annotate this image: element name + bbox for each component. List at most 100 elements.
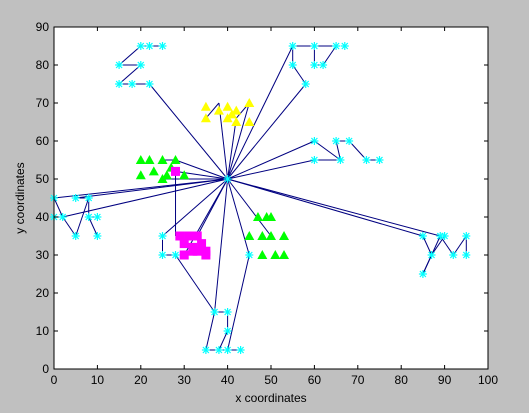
sensor-node-point [115,61,124,69]
links-layer [53,45,467,351]
link-line [218,102,229,180]
x-tick-label: 100 [478,373,498,387]
cluster-point [161,170,172,180]
link-line [183,178,229,256]
cluster-point [135,155,146,164]
sensor-node-point [310,42,319,50]
sensor-node-point [462,232,471,240]
sensor-node-point [418,232,427,240]
sensor-node-point [71,232,80,240]
cluster-point [135,170,146,180]
link-line [348,140,367,161]
y-tick-label: 30 [36,248,50,262]
sensor-node-point [136,42,145,50]
link-line [227,178,272,237]
cluster-point [192,231,202,241]
link-line [88,216,98,237]
sensor-node-point [449,251,458,259]
y-tick-label: 10 [36,324,50,338]
cluster-point [252,212,263,221]
sensor-node-point [245,251,254,259]
sensor-node-point [84,213,93,221]
x-tick-label: 0 [51,373,58,387]
link-line [175,159,228,180]
cluster-point [179,170,190,180]
sensor-node-point [310,156,319,164]
link-line [214,178,229,313]
cluster-point [184,231,194,241]
x-tick-label: 40 [221,373,235,387]
link-line [322,45,337,66]
sensor-node-point [223,327,232,335]
sensor-node-point [158,42,167,50]
sensor-node-point [319,61,328,69]
link-line [62,178,228,218]
cluster-point [279,250,290,259]
sensor-node-point [301,80,310,88]
sensor-node-point [418,270,427,278]
link-line [227,83,307,180]
cluster-point [270,250,281,259]
x-tick-label: 80 [395,373,409,387]
link-line [227,140,315,180]
cluster-point [213,105,224,115]
cluster-point [266,212,276,221]
link-line [314,140,341,161]
link-line [53,178,228,199]
y-axis-label: y coordinates [13,162,27,233]
link-line [335,140,341,161]
cluster-point [244,98,255,107]
sensor-node-point [158,251,167,259]
sensor-node-point [310,61,319,69]
sensor-node-point [462,251,471,259]
cluster-point [157,174,168,183]
y-tick-label: 40 [36,210,50,224]
sensor-node-point [336,156,345,164]
cluster-point [222,101,233,111]
y-tick-label: 60 [36,134,50,148]
sensor-node-point [210,308,219,316]
x-tick-label: 30 [178,373,192,387]
link-line [227,45,294,180]
link-line [205,102,220,119]
link-line [175,254,215,313]
link-line [227,254,250,351]
sensor-node-point [375,156,384,164]
cluster-point [231,105,242,115]
x-axis-label: x coordinates [235,391,306,405]
link-line [439,235,454,256]
link-line [162,178,228,237]
x-tick-label: 60 [308,373,322,387]
sensor-node-point [158,232,167,240]
link-line [227,178,250,256]
link-line [149,83,228,180]
sensor-node-point [310,137,319,145]
link-line [118,45,142,66]
cluster-point [175,231,185,241]
cluster-point [244,117,255,126]
x-tick-label: 20 [134,373,148,387]
cluster-point [179,239,189,249]
link-line [75,197,90,237]
cluster-point [144,155,155,164]
sensor-node-point [236,346,245,354]
cluster-point [200,101,211,111]
link-line [292,64,307,85]
link-line [227,118,237,180]
cluster-point [231,117,242,126]
cluster-point [226,109,237,119]
sensor-node-point [93,232,102,240]
sensor-node-point [115,80,124,88]
sensor-node-point [223,308,232,316]
sensor-node-point [171,251,180,259]
sensor-node-point [71,194,80,202]
plot-area [54,27,488,369]
cluster-point [257,231,268,240]
x-tick-label: 90 [438,373,452,387]
sensor-node-point [93,213,102,221]
sensor-node-point [128,80,137,88]
link-line [227,102,250,180]
link-line [452,235,467,256]
